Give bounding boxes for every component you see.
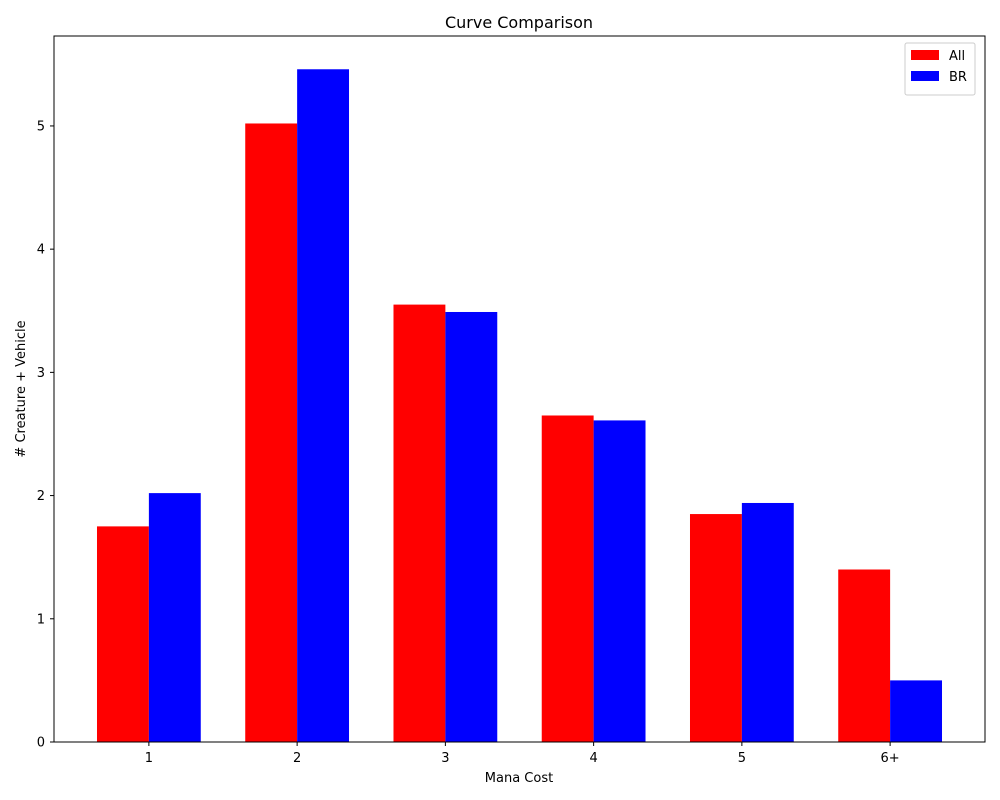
bar-all-4 xyxy=(541,415,594,742)
x-tick-label: 3 xyxy=(441,751,449,766)
legend-swatch-br xyxy=(911,71,939,81)
bar-br-3 xyxy=(445,311,498,742)
plot-frame xyxy=(53,35,986,743)
y-tick-label: 4 xyxy=(37,243,45,258)
bar-all-2 xyxy=(245,123,298,743)
bar-br-5 xyxy=(741,502,794,742)
bar-br-6+ xyxy=(890,680,943,742)
y-axis-label: # Creature + Vehicle xyxy=(14,320,29,457)
legend: All BR xyxy=(904,42,976,96)
legend-swatch-all xyxy=(911,50,939,60)
bar-all-5 xyxy=(689,514,742,742)
bar-all-6+ xyxy=(838,569,891,742)
x-tick-label: 1 xyxy=(145,751,153,766)
bar-br-1 xyxy=(148,493,201,742)
x-tick-label: 2 xyxy=(293,751,301,766)
bar-all-1 xyxy=(96,526,149,742)
y-tick-label: 2 xyxy=(37,489,45,504)
chart-title: Curve Comparison xyxy=(445,13,593,32)
y-tick-label: 1 xyxy=(37,612,45,627)
bar-br-2 xyxy=(297,69,350,742)
axes-layer: 0 1 2 3 4 5 1 2 3 4 5 6+ xyxy=(37,35,986,766)
y-tick-label: 0 xyxy=(37,736,45,751)
x-tick-label: 4 xyxy=(589,751,597,766)
y-tick-label: 3 xyxy=(37,366,45,381)
bar-all-3 xyxy=(393,304,446,742)
y-tick-label: 5 xyxy=(37,119,45,134)
bar-br-4 xyxy=(593,420,646,742)
x-axis-label: Mana Cost xyxy=(485,771,553,786)
bars-layer xyxy=(96,69,943,743)
legend-label-br: BR xyxy=(949,70,967,85)
x-tick-label: 6+ xyxy=(881,751,900,766)
legend-label-all: All xyxy=(949,49,965,64)
x-tick-label: 5 xyxy=(738,751,746,766)
